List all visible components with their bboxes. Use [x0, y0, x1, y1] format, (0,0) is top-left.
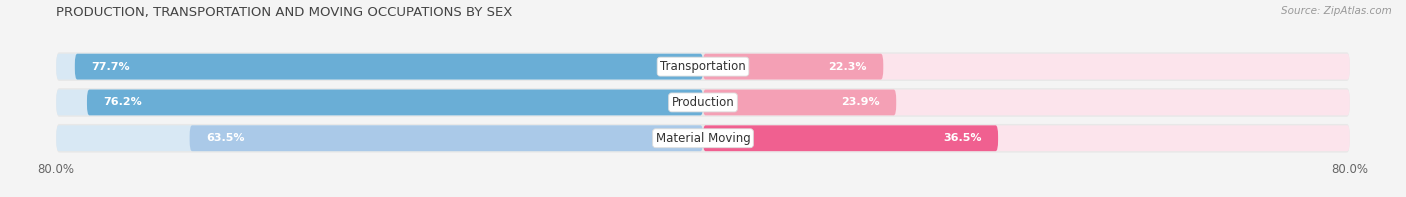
FancyBboxPatch shape	[703, 90, 1350, 115]
Text: 63.5%: 63.5%	[205, 133, 245, 143]
FancyBboxPatch shape	[703, 125, 1350, 151]
FancyBboxPatch shape	[56, 124, 1350, 153]
FancyBboxPatch shape	[56, 54, 703, 80]
Text: 77.7%: 77.7%	[91, 62, 129, 72]
FancyBboxPatch shape	[56, 90, 703, 115]
FancyBboxPatch shape	[87, 90, 703, 115]
Text: 22.3%: 22.3%	[828, 62, 868, 72]
Text: Material Moving: Material Moving	[655, 132, 751, 145]
FancyBboxPatch shape	[703, 90, 896, 115]
Text: 23.9%: 23.9%	[841, 98, 880, 107]
Text: PRODUCTION, TRANSPORTATION AND MOVING OCCUPATIONS BY SEX: PRODUCTION, TRANSPORTATION AND MOVING OC…	[56, 6, 513, 19]
Text: Production: Production	[672, 96, 734, 109]
FancyBboxPatch shape	[703, 54, 1350, 80]
FancyBboxPatch shape	[190, 125, 703, 151]
FancyBboxPatch shape	[56, 125, 703, 151]
FancyBboxPatch shape	[75, 54, 703, 80]
Text: Source: ZipAtlas.com: Source: ZipAtlas.com	[1281, 6, 1392, 16]
FancyBboxPatch shape	[56, 88, 1350, 117]
FancyBboxPatch shape	[703, 54, 883, 80]
Text: 76.2%: 76.2%	[103, 98, 142, 107]
FancyBboxPatch shape	[56, 52, 1350, 81]
Text: Transportation: Transportation	[661, 60, 745, 73]
Text: 36.5%: 36.5%	[943, 133, 981, 143]
FancyBboxPatch shape	[703, 125, 998, 151]
